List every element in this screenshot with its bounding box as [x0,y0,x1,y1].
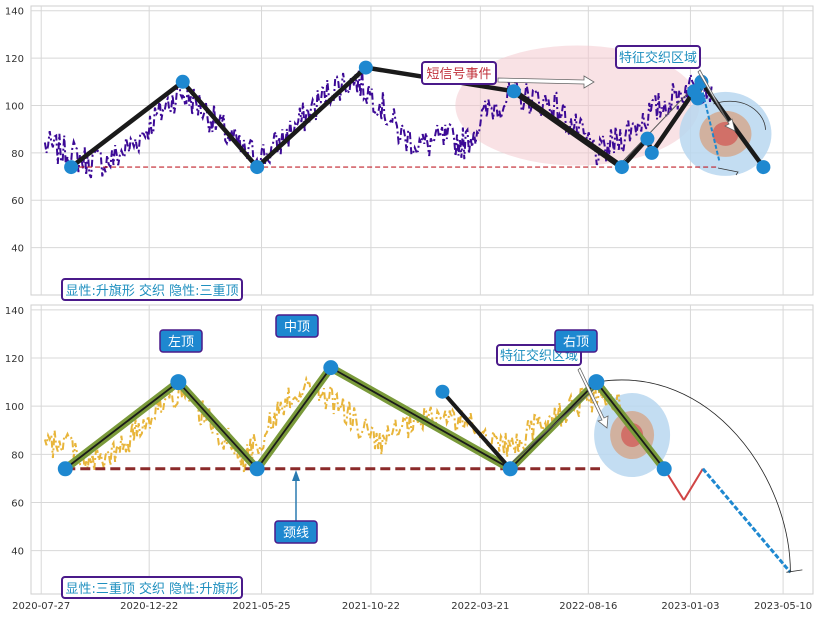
short-signal-text: 短信号事件 [426,67,491,82]
pattern-segment [256,367,332,470]
y-tick-label: 140 [5,7,24,18]
y-tick-label: 100 [5,101,24,112]
y-tick-label: 40 [11,547,24,558]
x-tick-label: 2020-07-27 [12,601,70,612]
pattern-segment [595,381,665,470]
pattern-node [358,60,373,75]
neckline-arrowhead [292,470,300,481]
pattern-node [614,160,629,175]
event-arrow [497,75,595,89]
top-price-line [43,69,713,179]
pattern-node [249,461,265,477]
feature-arrow [577,367,609,429]
bottom-price-line [43,375,623,473]
pattern-node [506,84,521,99]
y-tick-label: 80 [11,450,24,461]
pattern-extra [440,390,512,471]
middle-top-text: 中顶 [284,320,310,335]
y-tick-label: 120 [5,54,24,65]
left-top-label: 左顶 [159,329,203,353]
y-tick-label: 120 [5,354,24,365]
pattern-segment [180,79,260,170]
pattern-summary-top: 显性:升旗形 交织 隐性:三重顶 [61,278,243,301]
pattern-node [64,160,79,175]
pattern-node [250,160,265,175]
x-tick-label: 2023-05-10 [754,601,812,612]
y-tick-label: 80 [11,149,24,160]
pattern-node [170,374,187,391]
heat-arc [713,100,766,130]
bracket-mark [717,167,739,176]
right-top-text: 右顶 [563,335,589,350]
pattern-node [502,461,518,477]
pattern-summary-bottom-text: 显性:三重顶 交织 隐性:升旗形 [65,581,238,597]
y-tick-label: 60 [11,196,24,207]
pattern-segment [177,381,258,470]
pattern-node [756,160,771,175]
projection-segment [683,468,704,501]
short-signal-label: 短信号事件 [421,61,497,85]
pattern-segment [254,65,369,170]
pattern-node [640,131,655,146]
pattern-node [644,145,659,160]
pattern-segment [64,381,179,470]
pattern-node [57,461,73,477]
neckline-text: 颈线 [283,526,309,541]
middle-top-label: 中顶 [275,314,319,338]
neckline-label: 颈线 [274,520,318,544]
pattern-node [175,74,190,89]
top-panel: 40 60 80 100 120 140 短信号事件 特征交织区域 显性:升旗形 交织 隐… [5,5,814,301]
pattern-node [656,461,672,477]
pattern-segment [510,88,625,171]
pattern-summary-top-text: 显性:升旗形 交织 隐性:三重顶 [65,283,238,299]
y-tick-label: 140 [5,306,24,317]
x-tick-label: 2022-08-16 [559,601,617,612]
pattern-guide [509,386,597,465]
x-tick-label: 2022-03-21 [451,601,509,612]
x-tick-label: 2020-12-22 [120,601,178,612]
pattern-segment [68,79,185,170]
short-signal-region [455,45,700,166]
x-tick-label: 2021-05-25 [232,601,290,612]
projection-arc [596,379,791,573]
x-tick-label: 2021-10-22 [342,601,400,612]
pattern-summary-bottom: 显性:三重顶 交织 隐性:升旗形 [61,576,243,599]
pattern-node [588,374,605,391]
x-axis: 2020-07-27 2020-12-22 2021-05-25 2021-10-22… [12,601,812,612]
left-top-text: 左顶 [168,335,194,350]
pattern-guide [621,86,695,163]
pattern-node [690,91,705,106]
feature-zone-text-top: 特征交织区域 [619,50,697,66]
projection-segment [701,467,792,574]
bracket-mark [786,569,803,573]
pattern-segment [330,366,511,470]
feature-zone-label-top: 特征交织区域 [615,45,701,69]
y-tick-label: 40 [11,244,24,255]
x-tick-label: 2023-01-03 [661,601,719,612]
y-tick-label: 100 [5,402,24,413]
pattern-segment [649,89,697,156]
y-tick-label: 60 [11,498,24,509]
feature-arrow [697,69,736,132]
right-top-label: 右顶 [554,329,598,353]
pattern-node [435,384,450,399]
pattern-node [323,360,339,376]
